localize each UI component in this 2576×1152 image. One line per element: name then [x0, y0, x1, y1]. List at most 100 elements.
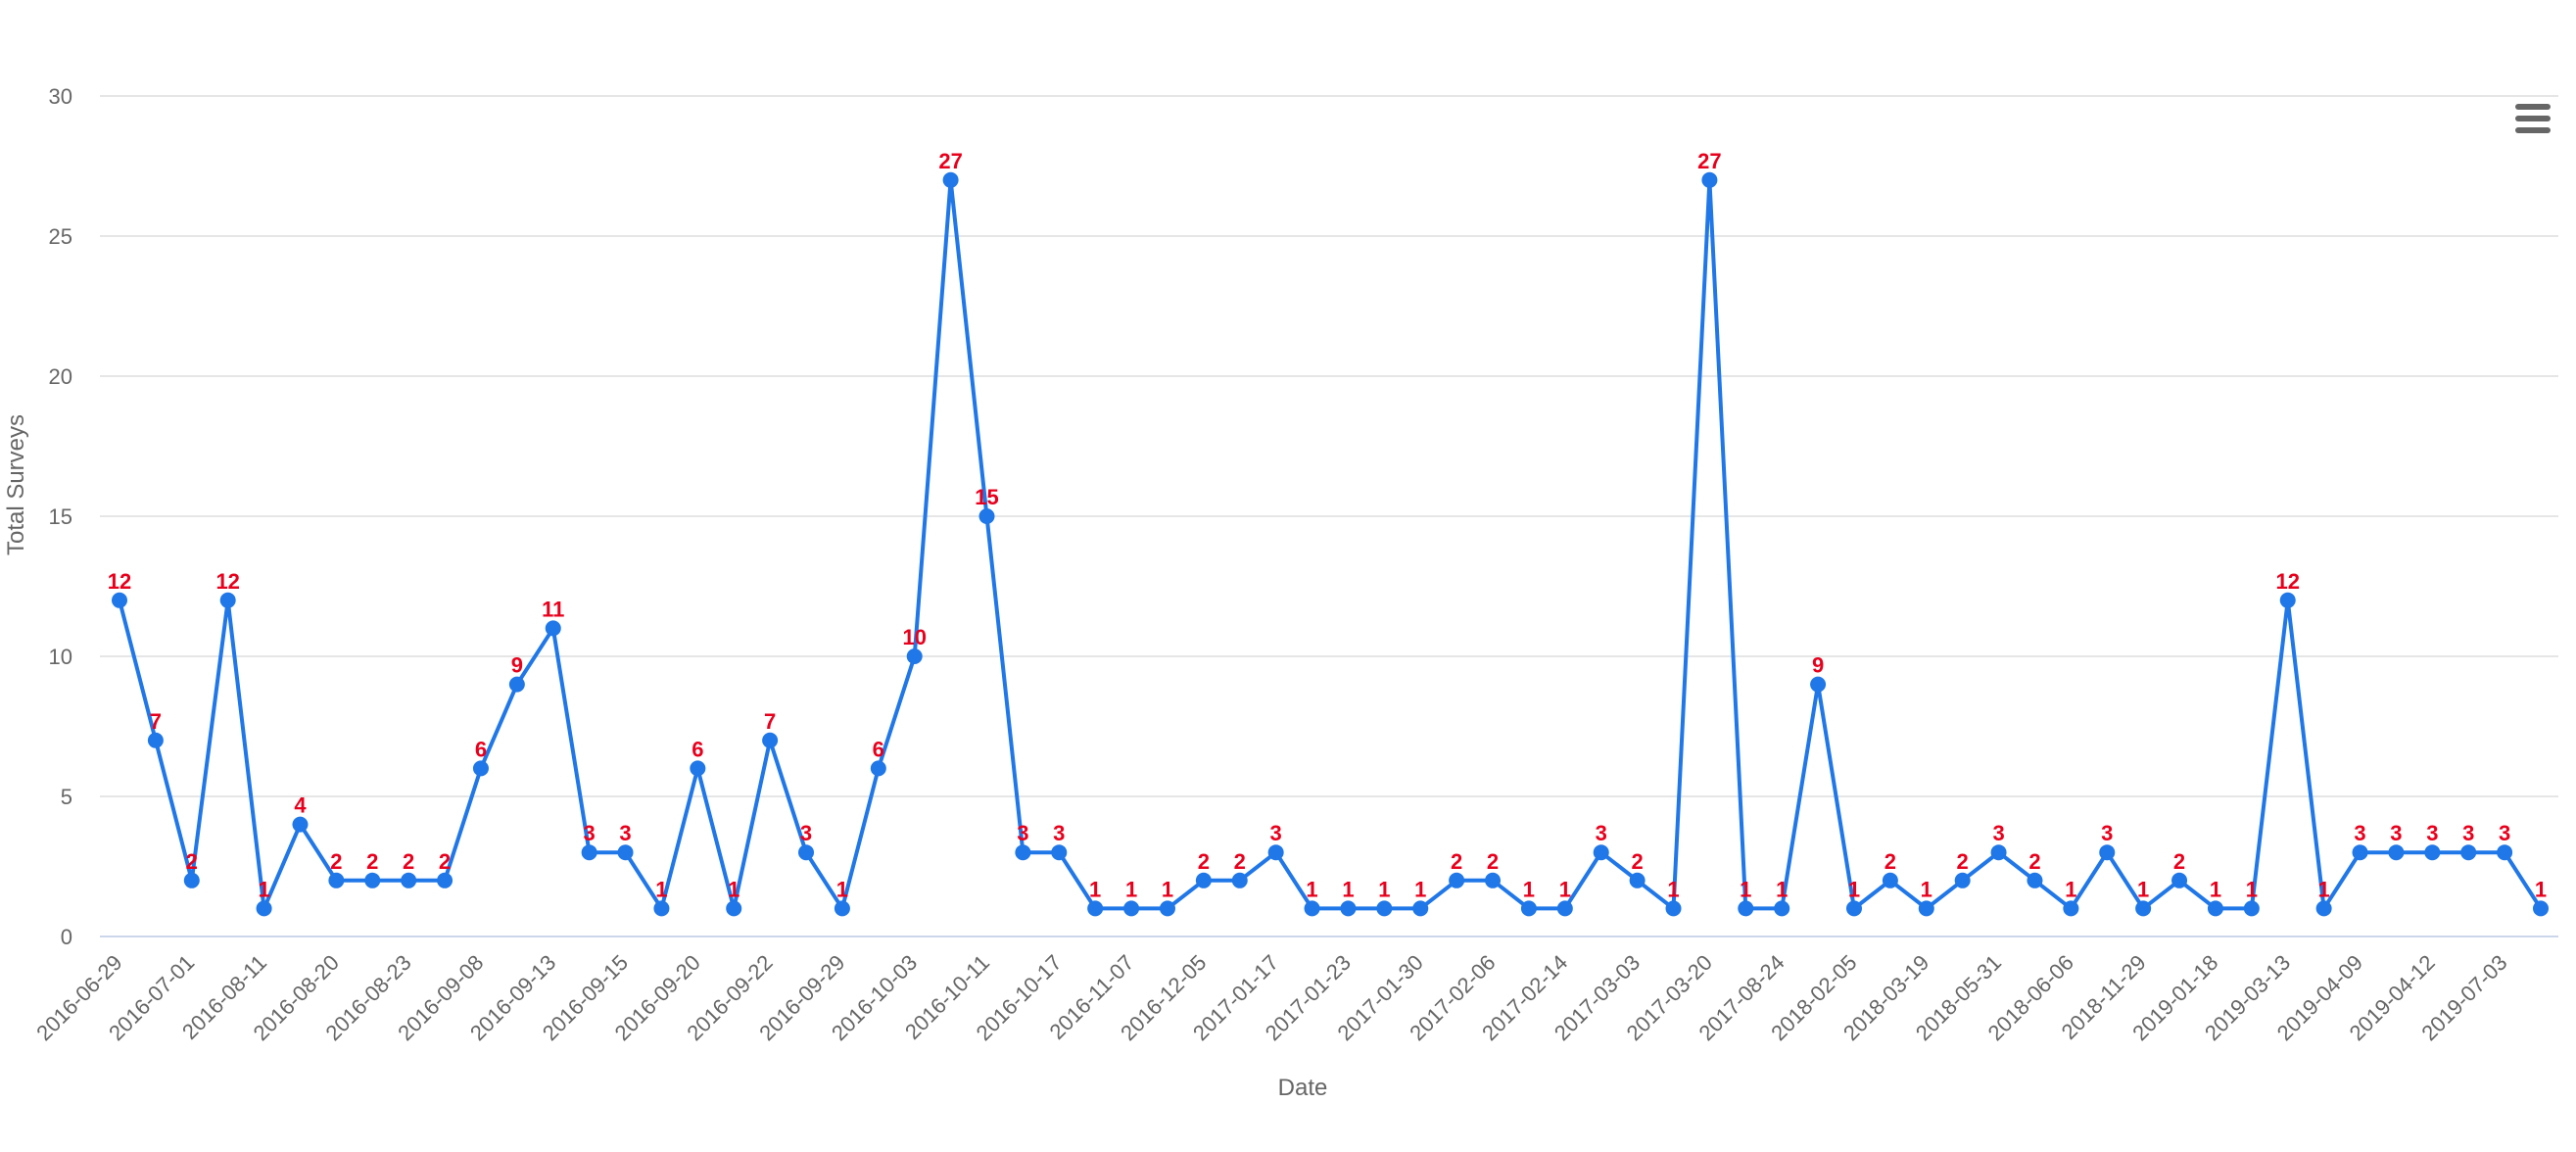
data-label: 10: [902, 625, 926, 649]
data-point[interactable]: [1556, 900, 1573, 917]
data-point[interactable]: [2063, 900, 2079, 917]
data-label: 3: [1992, 821, 2004, 845]
data-point[interactable]: [617, 844, 634, 861]
data-point[interactable]: [2315, 900, 2332, 917]
data-point[interactable]: [726, 900, 742, 917]
data-point[interactable]: [2279, 592, 2296, 608]
data-point[interactable]: [1918, 900, 1934, 917]
data-label: 1: [1125, 877, 1137, 901]
data-label: 6: [475, 737, 487, 761]
data-point[interactable]: [906, 648, 923, 664]
data-point[interactable]: [2207, 900, 2223, 917]
data-point[interactable]: [1087, 900, 1104, 917]
data-point[interactable]: [1231, 872, 1248, 888]
data-point[interactable]: [978, 508, 995, 524]
data-point[interactable]: [1990, 844, 2007, 861]
data-label: 2: [439, 849, 451, 874]
data-point[interactable]: [2424, 844, 2441, 861]
data-point[interactable]: [1774, 900, 1790, 917]
data-points: [112, 171, 2549, 917]
data-point[interactable]: [653, 900, 670, 917]
data-label: 1: [1740, 877, 1751, 901]
data-label: 3: [2101, 821, 2113, 845]
data-point[interactable]: [545, 620, 561, 637]
data-point[interactable]: [581, 844, 597, 861]
data-point[interactable]: [1195, 872, 1212, 888]
data-point[interactable]: [762, 732, 779, 748]
data-label: 2: [1451, 849, 1462, 874]
data-label: 1: [1162, 877, 1173, 901]
data-point[interactable]: [1015, 844, 1031, 861]
x-axis-title: Date: [1278, 1075, 1328, 1101]
data-point[interactable]: [1304, 900, 1320, 917]
data-point[interactable]: [183, 872, 200, 888]
x-axis-ticks: 2016-06-292016-07-012016-08-112016-08-20…: [31, 950, 2511, 1045]
data-label: 11: [542, 597, 564, 621]
data-point[interactable]: [1810, 676, 1827, 693]
data-label: 3: [2390, 821, 2402, 845]
data-point[interactable]: [2243, 900, 2260, 917]
data-point[interactable]: [147, 732, 164, 748]
data-label: 12: [2275, 569, 2299, 594]
data-label: 6: [873, 737, 884, 761]
y-tick-label: 25: [49, 224, 72, 249]
data-point[interactable]: [1267, 844, 1284, 861]
data-label: 2: [2028, 849, 2040, 874]
data-point[interactable]: [256, 900, 272, 917]
data-point[interactable]: [2171, 872, 2188, 888]
data-label: 2: [403, 849, 414, 874]
data-point[interactable]: [2352, 844, 2368, 861]
data-point[interactable]: [2027, 872, 2043, 888]
data-point[interactable]: [1159, 900, 1175, 917]
y-tick-label: 30: [49, 84, 72, 109]
data-point[interactable]: [1593, 844, 1609, 861]
data-point[interactable]: [1412, 900, 1429, 917]
data-point[interactable]: [2135, 900, 2152, 917]
data-point[interactable]: [364, 872, 381, 888]
data-point[interactable]: [2099, 844, 2116, 861]
data-point[interactable]: [401, 872, 417, 888]
data-label: 2: [2173, 849, 2185, 874]
data-point[interactable]: [1701, 171, 1718, 188]
data-label: 2: [1198, 849, 1210, 874]
data-label: 1: [655, 877, 667, 901]
data-point[interactable]: [798, 844, 815, 861]
y-axis-ticks: 0 5 10 15 20 25 30: [49, 84, 72, 949]
data-point[interactable]: [834, 900, 850, 917]
data-point[interactable]: [292, 816, 309, 833]
data-point[interactable]: [1629, 872, 1646, 888]
data-point[interactable]: [219, 592, 236, 608]
data-point[interactable]: [1882, 872, 1898, 888]
hamburger-menu-icon[interactable]: [2515, 104, 2551, 133]
data-label: 3: [2462, 821, 2474, 845]
data-label: 3: [1270, 821, 1282, 845]
data-point[interactable]: [1376, 900, 1393, 917]
data-point[interactable]: [437, 872, 453, 888]
y-tick-label: 10: [49, 645, 72, 669]
data-point[interactable]: [1123, 900, 1140, 917]
data-point[interactable]: [2388, 844, 2405, 861]
y-tick-label: 20: [49, 364, 72, 389]
data-point[interactable]: [508, 676, 525, 693]
data-point[interactable]: [1665, 900, 1682, 917]
data-point[interactable]: [870, 760, 886, 777]
data-point[interactable]: [328, 872, 345, 888]
data-point[interactable]: [1051, 844, 1068, 861]
data-label: 1: [1848, 877, 1860, 901]
data-point[interactable]: [2533, 900, 2549, 917]
data-point[interactable]: [472, 760, 489, 777]
data-point[interactable]: [690, 760, 706, 777]
data-point[interactable]: [1449, 872, 1465, 888]
data-point[interactable]: [112, 592, 127, 608]
data-point[interactable]: [1738, 900, 1754, 917]
data-point[interactable]: [942, 171, 959, 188]
data-point[interactable]: [1340, 900, 1357, 917]
data-point[interactable]: [2497, 844, 2513, 861]
data-point[interactable]: [1520, 900, 1537, 917]
data-point[interactable]: [2460, 844, 2477, 861]
data-label: 3: [2499, 821, 2510, 845]
data-point[interactable]: [1954, 872, 1971, 888]
data-point[interactable]: [1485, 872, 1502, 888]
data-point[interactable]: [1845, 900, 1862, 917]
